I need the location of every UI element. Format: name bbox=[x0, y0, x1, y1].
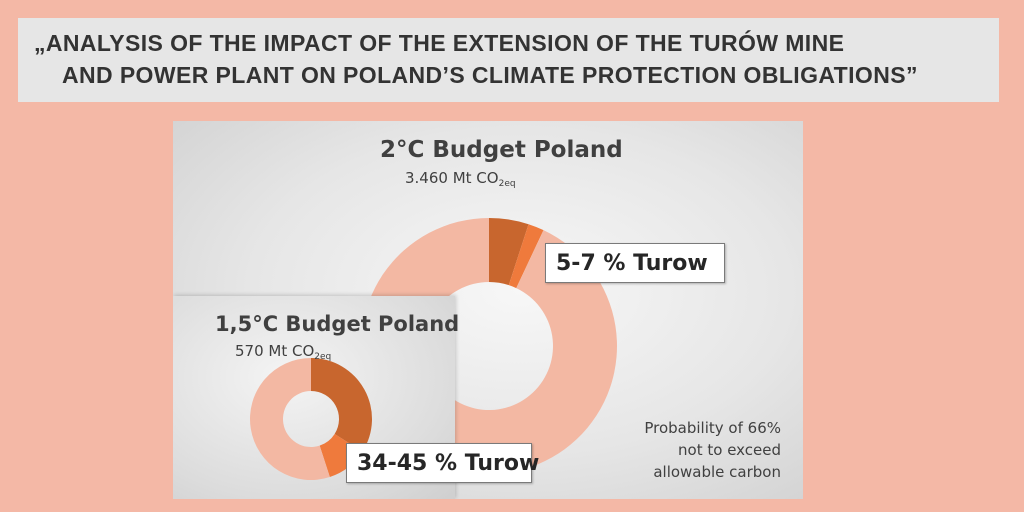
callout-15c-turow: 34-45 % Turow bbox=[346, 443, 539, 483]
donut-15c-chart bbox=[249, 358, 372, 480]
chart-15c-subtitle-sub: 2eq bbox=[314, 352, 332, 362]
title-banner: „ANALYSIS OF THE IMPACT OF THE EXTENSION… bbox=[18, 18, 999, 102]
note-line-3: allowable carbon bbox=[653, 463, 781, 481]
budget-figure: 2°C Budget Poland 3.460 Mt CO2eq 1,5°C B… bbox=[173, 121, 803, 499]
chart-2c-subtitle-text: 3.460 Mt CO bbox=[405, 169, 499, 187]
donut-15c-slice-0 bbox=[311, 358, 372, 452]
chart-2c-title: 2°C Budget Poland bbox=[380, 137, 623, 163]
chart-15c-subtitle-text: 570 Mt CO bbox=[235, 342, 315, 360]
chart-2c-subtitle-sub: 2eq bbox=[498, 179, 516, 189]
title-line-1: „ANALYSIS OF THE IMPACT OF THE EXTENSION… bbox=[34, 30, 845, 56]
chart-15c-title: 1,5°C Budget Poland bbox=[215, 312, 460, 336]
chart-15c-subtitle: 570 Mt CO2eq bbox=[235, 342, 331, 362]
donut-2c-slice-0 bbox=[489, 218, 529, 286]
note-line-1: Probability of 66% bbox=[644, 419, 781, 437]
donut-15c-slice-1 bbox=[319, 434, 363, 478]
inset-panel: 1,5°C Budget Poland 570 Mt CO2eq bbox=[173, 296, 459, 499]
chart-2c-subtitle: 3.460 Mt CO2eq bbox=[405, 169, 516, 189]
probability-note: Probability of 66% not to exceed allowab… bbox=[591, 417, 781, 483]
donut-2c-slice-1 bbox=[508, 224, 544, 289]
callout-2c-turow: 5-7 % Turow bbox=[545, 243, 725, 283]
note-line-2: not to exceed bbox=[678, 441, 781, 459]
title-line-2: AND POWER PLANT ON POLAND’S CLIMATE PROT… bbox=[62, 62, 918, 88]
donut-15c-slice-2 bbox=[249, 358, 330, 480]
